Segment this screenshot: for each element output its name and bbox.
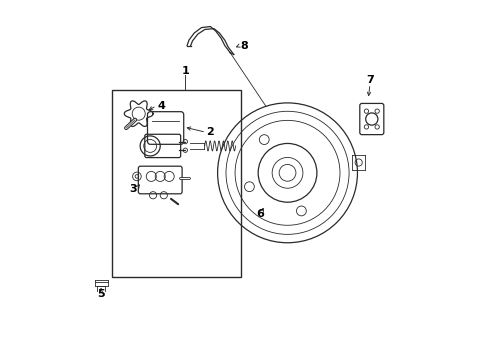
Text: 1: 1 bbox=[181, 66, 189, 76]
Bar bbox=[112, 90, 241, 277]
Text: 5: 5 bbox=[97, 289, 104, 299]
Text: 6: 6 bbox=[255, 209, 264, 219]
Text: 4: 4 bbox=[157, 101, 165, 111]
Text: 3: 3 bbox=[129, 184, 137, 194]
Text: 8: 8 bbox=[240, 41, 248, 50]
Text: 7: 7 bbox=[366, 75, 373, 85]
Text: 2: 2 bbox=[206, 127, 214, 137]
